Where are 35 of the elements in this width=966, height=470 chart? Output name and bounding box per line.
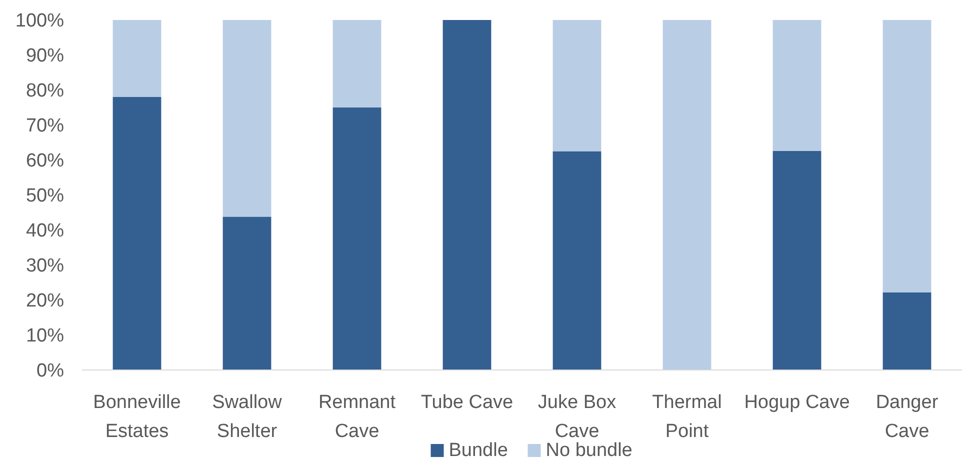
y-tick-label: 90% bbox=[26, 46, 64, 67]
bar bbox=[222, 20, 272, 217]
x-tick-label: Danger Cave bbox=[876, 392, 939, 442]
x-tick-label: Thermal Point bbox=[652, 392, 722, 442]
x-tick-label: Juke Box Cave bbox=[538, 392, 617, 442]
bar bbox=[552, 20, 602, 152]
y-tick-label: 60% bbox=[26, 150, 64, 172]
y-tick-label: 50% bbox=[26, 186, 64, 207]
bar bbox=[222, 216, 272, 370]
bar bbox=[882, 20, 932, 292]
x-tick-label: Hogup Cave bbox=[744, 392, 850, 413]
legend-label: No bundle bbox=[546, 440, 632, 461]
bar bbox=[662, 20, 712, 370]
y-tick-label: 10% bbox=[26, 326, 64, 347]
bar bbox=[772, 150, 822, 370]
bar bbox=[332, 20, 382, 108]
x-tick-label: Swallow Shelter bbox=[212, 392, 282, 442]
y-tick-label: 40% bbox=[26, 220, 64, 242]
x-tick-label: Bonneville Estates bbox=[93, 392, 181, 442]
legend-label: Bundle bbox=[448, 440, 508, 461]
y-tick-label: 30% bbox=[26, 256, 64, 277]
bar bbox=[332, 108, 382, 370]
x-tick-label: Tube Cave bbox=[420, 392, 514, 413]
bar bbox=[442, 20, 492, 370]
bar bbox=[882, 292, 932, 370]
x-tick-label: Remnant Cave bbox=[318, 392, 396, 442]
y-tick-label: 80% bbox=[26, 80, 64, 102]
y-tick-label: 70% bbox=[26, 116, 64, 137]
bar bbox=[772, 20, 822, 151]
y-tick-label: 100% bbox=[15, 10, 64, 32]
y-tick-label: 20% bbox=[26, 290, 64, 312]
bar bbox=[112, 97, 162, 370]
bar bbox=[112, 20, 162, 97]
bar bbox=[552, 151, 602, 370]
y-tick-label: 0% bbox=[36, 360, 64, 382]
